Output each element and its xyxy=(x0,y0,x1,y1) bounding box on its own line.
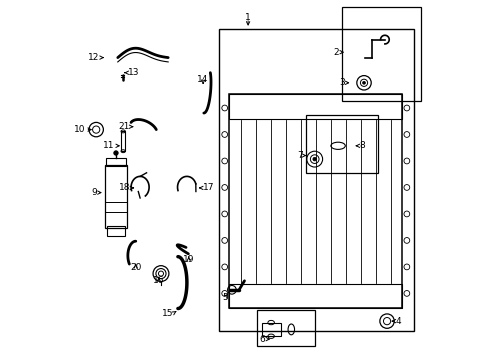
Text: 13: 13 xyxy=(127,68,139,77)
Circle shape xyxy=(312,157,316,161)
Text: 12: 12 xyxy=(88,53,100,62)
Text: 16: 16 xyxy=(153,276,164,284)
Bar xyxy=(341,7,420,101)
Text: 5: 5 xyxy=(222,292,228,302)
Text: 1: 1 xyxy=(244,13,250,22)
Bar xyxy=(229,94,401,119)
Text: 18: 18 xyxy=(118,184,130,192)
Text: 9: 9 xyxy=(91,188,97,197)
Bar xyxy=(229,94,401,308)
Text: 20: 20 xyxy=(130,263,141,271)
Bar xyxy=(121,131,125,151)
Text: 15: 15 xyxy=(162,309,173,318)
Bar xyxy=(261,323,280,336)
Text: 7: 7 xyxy=(297,151,303,160)
Text: 11: 11 xyxy=(103,141,115,150)
Text: 14: 14 xyxy=(197,76,208,85)
Bar xyxy=(104,165,127,228)
Bar xyxy=(257,310,314,346)
Text: 21: 21 xyxy=(118,122,129,131)
Circle shape xyxy=(362,81,365,84)
Text: 3: 3 xyxy=(338,78,344,87)
Bar xyxy=(106,226,124,236)
Text: 2: 2 xyxy=(332,48,338,57)
Text: 10: 10 xyxy=(74,125,85,134)
Bar xyxy=(106,158,125,166)
Text: 17: 17 xyxy=(203,184,214,192)
Text: 8: 8 xyxy=(359,141,365,150)
Bar xyxy=(229,284,401,308)
Text: 4: 4 xyxy=(395,317,401,325)
Bar xyxy=(219,29,413,331)
Text: 19: 19 xyxy=(183,256,194,264)
Bar xyxy=(305,115,377,173)
Circle shape xyxy=(114,151,118,155)
Text: 6: 6 xyxy=(259,335,264,343)
